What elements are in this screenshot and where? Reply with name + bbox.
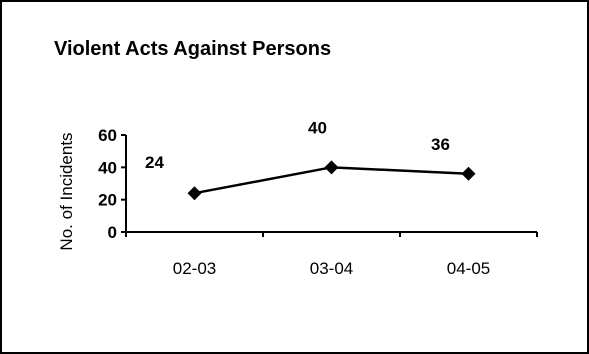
data-point	[324, 160, 339, 175]
y-tick-label: 20	[98, 191, 117, 210]
y-tick-label: 40	[98, 158, 117, 177]
data-label: 40	[308, 118, 327, 137]
x-tick-label: 04-05	[447, 259, 490, 278]
chart-title: Violent Acts Against Persons	[54, 38, 332, 60]
x-tick-label: 03-04	[310, 259, 353, 278]
data-point	[187, 186, 202, 201]
y-tick-label: 0	[108, 223, 117, 242]
y-axis-label: No. of Incidents	[57, 132, 76, 250]
data-label: 36	[431, 135, 450, 154]
data-point	[461, 166, 476, 181]
x-tick-label: 02-03	[173, 259, 216, 278]
data-label: 24	[145, 153, 164, 172]
y-tick-label: 60	[98, 126, 117, 145]
